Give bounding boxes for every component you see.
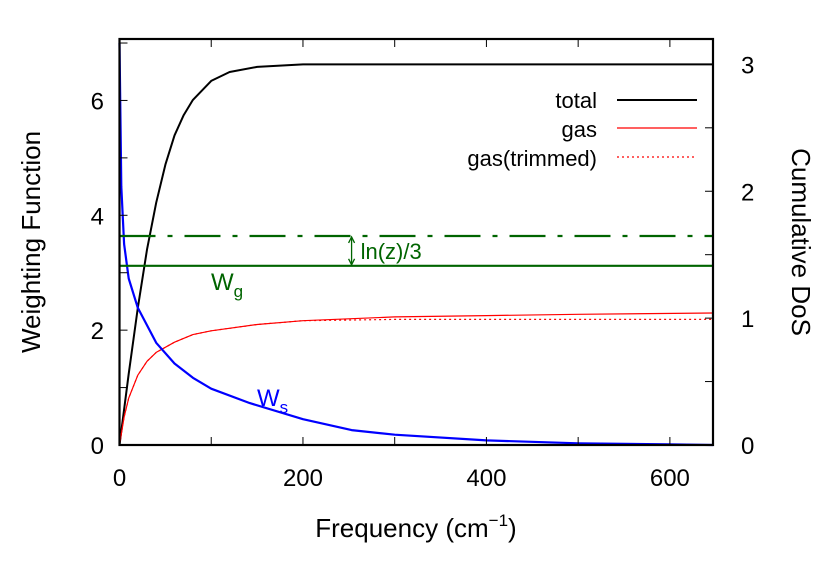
wg-label: Wg <box>211 269 243 301</box>
legend-label-total: total <box>555 88 597 113</box>
x-tick-label: 400 <box>466 465 506 492</box>
y-axis-label: Weighting Function <box>16 131 46 353</box>
series-line-total <box>118 63 713 446</box>
arrowheads <box>347 235 356 267</box>
curves <box>118 42 714 447</box>
series-line-gas-trimmed- <box>118 318 713 446</box>
ws-label: Ws <box>257 385 288 417</box>
legend: total gas gas(trimmed) <box>467 88 697 171</box>
y2-tick-label: 2 <box>741 179 754 206</box>
y2-tick-label: 0 <box>741 433 754 460</box>
ln-z-annotation: ln(z)/3 <box>347 235 422 267</box>
series-line-gas <box>118 312 714 446</box>
x-tick-label: 600 <box>650 465 690 492</box>
legend-label-gas-trimmed: gas(trimmed) <box>467 146 597 171</box>
y-tick-label: 0 <box>91 433 104 460</box>
y-tick-label: 2 <box>91 318 104 345</box>
x-axis-label: Frequency (cm−1) <box>315 511 516 543</box>
ticks: 0 200 400 600 0 2 4 6 0 1 2 3 <box>91 39 754 492</box>
series-line-ws <box>118 42 714 447</box>
x-tick-label: 0 <box>113 465 126 492</box>
plot-frame <box>118 37 715 447</box>
y2-tick-label: 1 <box>741 306 754 333</box>
y-tick-label: 6 <box>91 88 104 115</box>
x-tick-label: 200 <box>283 465 323 492</box>
y-tick-label: 4 <box>91 203 104 230</box>
y2-tick-label: 3 <box>741 52 754 79</box>
y2-axis-label: Cumulative DoS <box>786 148 816 336</box>
ln-z-label: ln(z)/3 <box>361 239 422 264</box>
reference-lines <box>119 234 713 267</box>
legend-label-gas: gas <box>562 117 597 142</box>
